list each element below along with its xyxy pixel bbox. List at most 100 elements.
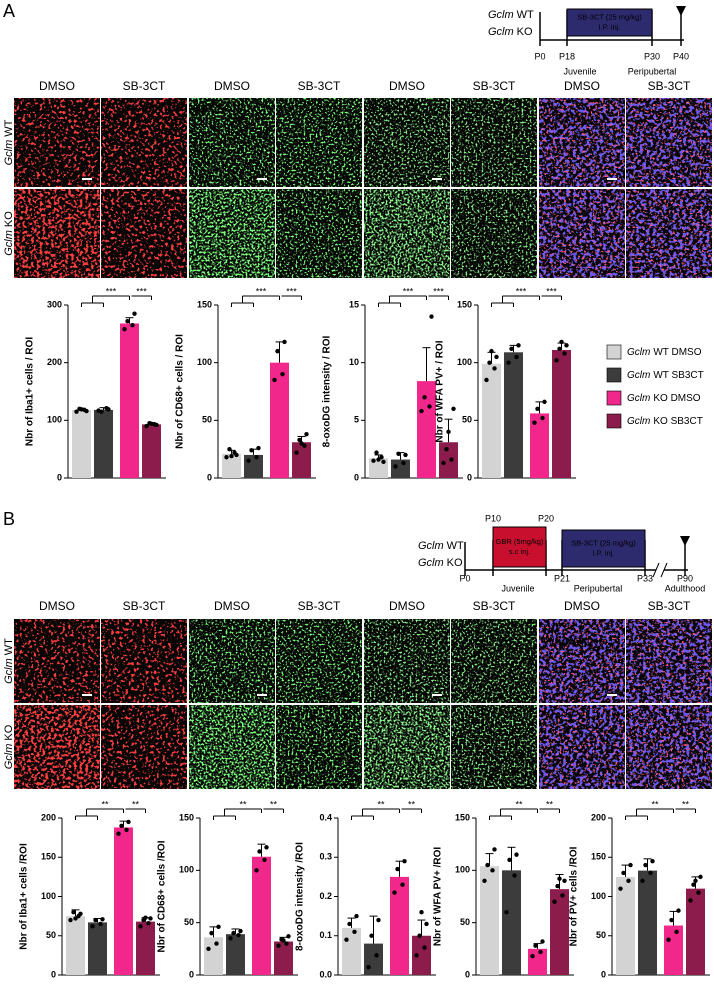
data-point [206,946,211,952]
timeline-group: Gclm WT [488,9,534,21]
y-tick-label: 50 [184,917,194,927]
y-tick-label: 0.1 [319,930,332,940]
bar [274,941,293,975]
legend-swatch [606,413,622,429]
column-label: SB-3CT [298,79,341,93]
data-point [554,358,559,363]
genotype: KO [447,557,463,569]
data-point [138,924,143,929]
data-point [640,878,645,883]
end-marker [680,536,690,546]
stain [364,189,450,278]
bar [94,409,113,478]
data-point [249,448,254,453]
y-tick-label: 300 [47,299,62,309]
data-point [126,819,131,825]
data-point [562,878,567,883]
data-point [533,943,538,948]
bar [528,948,547,975]
data-point [272,377,277,383]
day-label: P33 [637,573,653,583]
significance: *** [516,286,527,296]
y-tick-label: 50 [596,930,606,940]
data-point [650,858,655,864]
stain [451,619,537,703]
data-point [559,339,564,345]
legend-text: WT SB3CT [653,370,703,381]
data-point [424,921,429,927]
data-point [482,878,487,883]
significance: ** [377,799,385,809]
column-label: SB-3CT [123,79,166,93]
data-point [79,407,84,412]
data-point [504,910,509,915]
legend-text: KO DMSO [653,393,700,404]
data-point [276,943,281,948]
bar [552,349,571,478]
stain [364,705,450,789]
row-label: Gclm KO [3,724,15,769]
data-point [485,862,490,868]
y-tick-label: 100 [457,357,472,367]
data-point [228,936,233,941]
y-tick-label: 150 [455,812,470,822]
break-mark [660,562,668,578]
gene-name: Gclm [627,416,650,427]
genotype: WT [447,540,464,552]
y-axis-label: Nbr of Iba1+ cells /ROI [19,843,30,950]
data-point [643,862,648,868]
stain [189,98,275,187]
legend-label: Gclm KO SB3CT [627,416,703,427]
timeline-group: Gclm KO [418,557,463,569]
data-point [538,949,543,955]
data-point [395,866,400,872]
gene-name: Gclm [627,347,650,358]
data-point [451,406,456,411]
y-tick-label: 0.2 [319,891,332,901]
stage-label: Peripubertal [574,583,623,593]
stain [276,705,362,789]
data-point [299,441,304,446]
bar [417,381,436,478]
data-point [231,930,236,936]
y-axis-label: Nbr of PV+ cells /ROI [569,846,580,946]
data-point [73,916,78,921]
data-point [302,443,307,448]
data-point [262,857,267,863]
column-label: SB-3CT [473,599,516,613]
marker-label: PV [543,622,559,636]
y-axis-label: Nbr of WFA PV+ /ROI [433,847,444,947]
stain [189,619,275,703]
column-label: DMSO [39,599,75,613]
column-label: DMSO [39,79,75,93]
gene-name: Gclm [3,230,15,256]
treatment-text: s.c inj. [509,547,530,556]
column-label: DMSO [214,599,250,613]
stain [539,189,625,278]
day-label: P30 [644,51,660,61]
bar [136,921,155,975]
data-point [401,460,406,466]
stain [626,98,712,187]
data-point [688,898,693,903]
bar [142,424,161,478]
data-point [284,941,289,946]
y-axis-label: 8-oxoDG intensity / ROI [322,335,333,447]
gene-name: Gclm [3,744,15,770]
column-label: SB-3CT [648,79,691,93]
day-label: P40 [673,51,689,61]
row-label: Gclm WT [3,638,15,684]
data-point [374,953,379,958]
data-point [618,886,623,891]
treatment-box [561,529,646,568]
data-point [124,827,129,832]
stain [451,705,537,789]
axis-break [656,564,664,576]
y-axis-label: Nbr of Iba1+ cells / ROI [25,337,36,446]
y-tick-label: 0.3 [319,852,332,862]
stain [451,98,537,187]
bar [530,413,549,478]
stain [451,189,537,278]
y-tick-label: 200 [591,812,606,822]
data-point [532,420,537,425]
